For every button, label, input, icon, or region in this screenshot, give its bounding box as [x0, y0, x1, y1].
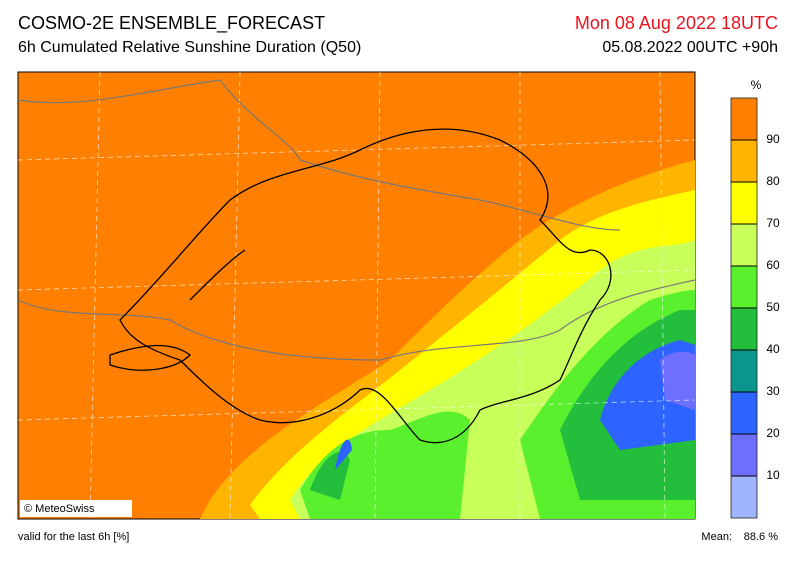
colorbar-bin — [730, 307, 758, 351]
colorbar-bin — [730, 391, 758, 435]
credit-box — [20, 500, 132, 517]
graticule — [17, 71, 696, 520]
colorbar-bin — [730, 265, 758, 309]
colorbar-bin — [730, 223, 758, 267]
colorbar-tick-label: 60 — [766, 258, 780, 272]
colorbar-tick-label: 80 — [766, 174, 780, 188]
mean-value: 88.6 % — [744, 531, 778, 543]
mean-label: Mean: — [701, 531, 732, 543]
map: © MeteoSwiss — [17, 71, 696, 520]
credit: © MeteoSwiss — [24, 503, 95, 515]
field-violet — [660, 351, 695, 410]
colorbar-bin — [730, 139, 758, 183]
colorbar-bin — [730, 433, 758, 477]
run-time: 05.08.2022 00UTC +90h — [602, 39, 778, 56]
title: COSMO-2E ENSEMBLE_FORECAST — [18, 13, 325, 34]
colorbar-bin — [730, 181, 758, 225]
colorbar-tick-label: 90 — [766, 132, 780, 146]
valid-time: Mon 08 Aug 2022 18UTC — [575, 13, 778, 33]
footer-note: valid for the last 6h [%] — [18, 531, 129, 543]
colorbar: % 10 20 30 40 50 60 70 80 90 — [730, 78, 780, 519]
colorbar-frame — [730, 97, 758, 519]
subtitle: 6h Cumulated Relative Sunshine Duration … — [18, 39, 361, 56]
colorbar-tick-label: 10 — [766, 468, 780, 482]
colorbar-bin — [730, 97, 758, 141]
country-borders — [109, 128, 612, 444]
colorbar-tick-label: 50 — [766, 300, 780, 314]
colorbar-tick-label: 40 — [766, 342, 780, 356]
colorbar-tick-label: 30 — [766, 384, 780, 398]
colorbar-tick-label: 20 — [766, 426, 780, 440]
colorbar-unit: % — [751, 78, 762, 92]
colorbar-tick-label: 70 — [766, 216, 780, 230]
colorbar-bin — [730, 475, 758, 519]
colorbar-bin — [730, 349, 758, 393]
